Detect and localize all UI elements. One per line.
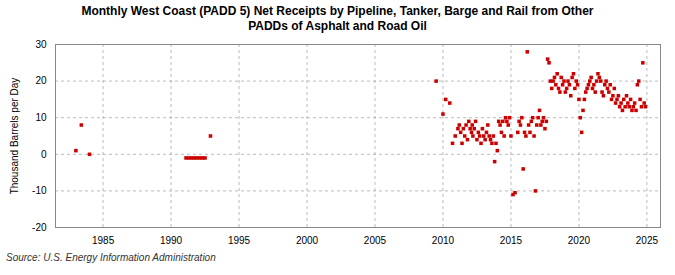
svg-text:1995: 1995 — [228, 235, 251, 246]
svg-text:1990: 1990 — [160, 235, 183, 246]
svg-text:-10: -10 — [32, 185, 47, 196]
svg-text:2020: 2020 — [568, 235, 591, 246]
svg-text:0: 0 — [41, 149, 47, 160]
svg-text:2015: 2015 — [500, 235, 523, 246]
svg-text:2005: 2005 — [364, 235, 387, 246]
svg-text:2000: 2000 — [296, 235, 319, 246]
html-text:Monthly West Coast (PADD 5) Ne: Monthly West Coast (PADD 5) Net Receipts… — [81, 4, 594, 33]
svg-text:-20: -20 — [32, 222, 47, 233]
svg-text:20: 20 — [35, 75, 47, 86]
svg-text:10: 10 — [35, 112, 47, 123]
svg-text:Thousand Barrels per Day: Thousand Barrels per Day — [9, 78, 20, 195]
svg-text:1985: 1985 — [92, 235, 115, 246]
svg-text:2025: 2025 — [636, 235, 659, 246]
html-text:Source: U.S. Energy Informatio: Source: U.S. Energy Information Administ… — [6, 252, 216, 263]
svg-text:30: 30 — [35, 39, 47, 50]
svg-text:2010: 2010 — [432, 235, 455, 246]
